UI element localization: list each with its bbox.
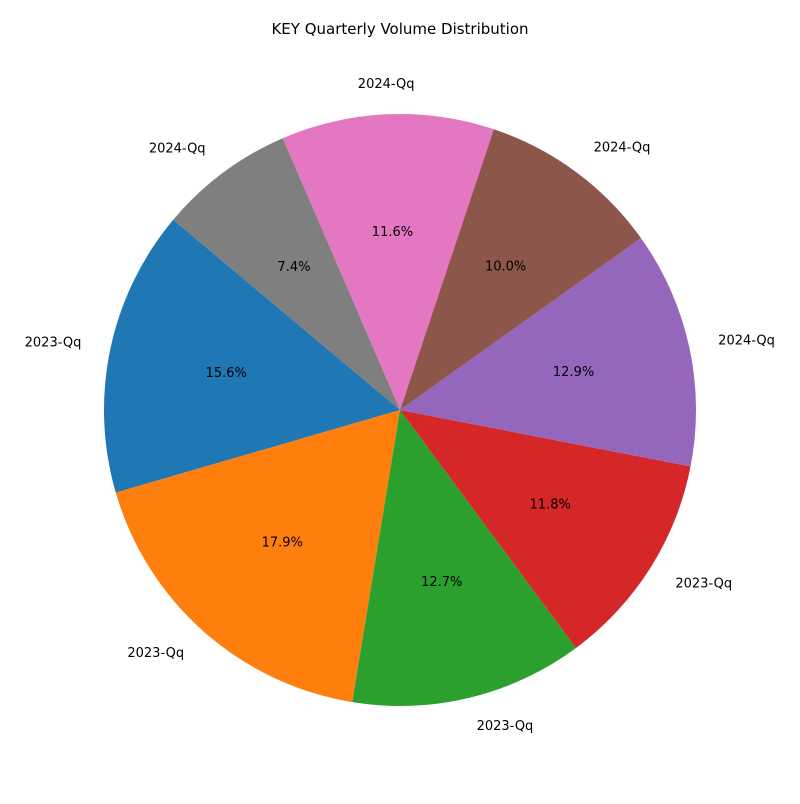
slice-percent-label: 11.8% [530,497,571,512]
slice-percent-label: 7.4% [277,260,310,275]
slice-category-label: 2024-Qq [149,141,206,156]
percent-labels: 15.6% 17.9% 12.7% 11.8% 12.9% 10.0% 11.6% 7.4% [206,225,595,590]
slice-percent-label: 12.9% [553,365,594,380]
pie-slice [103,219,400,493]
pie-slice [352,410,577,706]
slice-category-label: 2023-Qq [127,646,184,661]
pie-slice [400,238,696,467]
slice-category-label: 2023-Qq [675,576,732,591]
slice-percent-label: 17.9% [262,535,303,550]
category-labels: 2023-Qq 2023-Qq 2023-Qq 2023-Qq 2024-Qq 2024-… [25,77,775,734]
slice-category-label: 2023-Qq [25,335,82,350]
slice-category-label: 2024-Qq [594,141,651,156]
slice-percent-label: 10.0% [485,260,526,275]
slice-category-label: 2024-Qq [358,77,415,92]
slice-category-label: 2024-Qq [718,333,775,348]
pie-slices [103,114,696,706]
pie-slice [115,410,400,703]
slice-percent-label: 15.6% [206,366,247,381]
pie-slice [400,410,691,648]
pie-slice [282,114,494,410]
slice-percent-label: 12.7% [421,575,462,590]
slice-percent-label: 11.6% [372,225,413,240]
slice-category-label: 2023-Qq [477,719,534,734]
pie-slice [173,138,400,410]
chart-title: KEY Quarterly Volume Distribution [271,20,528,38]
pie-slice [400,129,641,410]
